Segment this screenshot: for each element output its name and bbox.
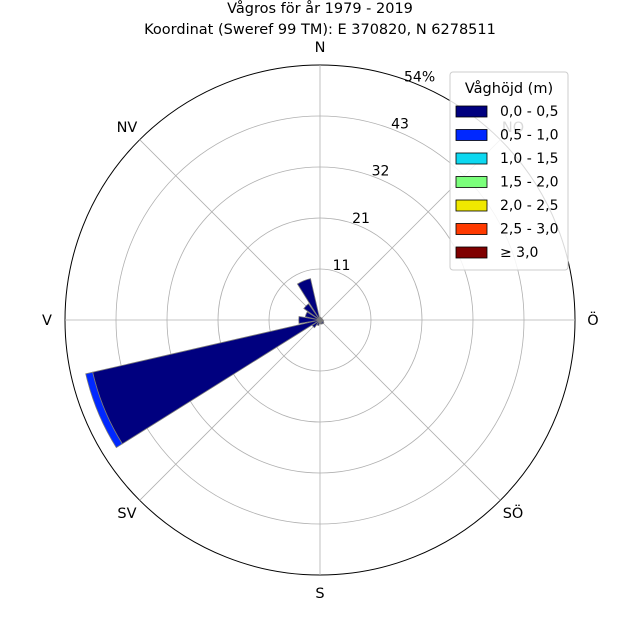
grid-spoke <box>139 139 321 321</box>
sector-bar <box>311 319 321 329</box>
legend: Våghöjd (m) 0,0 - 0,5 0,5 - 1,0 1,0 - 1,5 1… <box>449 71 569 271</box>
sector-bar <box>303 303 321 321</box>
legend-label: 2,0 - 2,5 <box>500 198 558 214</box>
sector-bar <box>304 311 321 321</box>
radial-tick-label: 21 <box>352 211 370 227</box>
sector-bar <box>296 278 321 321</box>
legend-swatch <box>455 246 488 259</box>
radial-tick-labels: 11 21 32 43 54% <box>333 69 436 273</box>
legend-swatch <box>455 129 488 141</box>
legend-title: Våghöjd (m) <box>465 80 553 97</box>
direction-label: Ö <box>587 311 598 329</box>
legend-label: ≥ 3,0 <box>500 245 538 261</box>
direction-label: SV <box>117 506 136 522</box>
sector-bar <box>92 319 321 445</box>
legend-swatch <box>455 199 488 212</box>
direction-label: V <box>42 313 52 329</box>
radial-tick-label: 54% <box>404 69 435 85</box>
direction-label: S <box>315 586 324 602</box>
legend-swatch <box>455 176 488 188</box>
direction-label: NV <box>117 120 138 136</box>
sector-bar <box>298 316 321 324</box>
radial-tick-label: 43 <box>391 117 409 133</box>
legend-label: 1,0 - 1,5 <box>500 151 558 167</box>
sector-bar <box>85 371 123 449</box>
grid-spoke <box>139 319 321 501</box>
rose-sectors <box>85 278 325 449</box>
legend-label: 1,5 - 2,0 <box>500 175 558 191</box>
polar-grid <box>64 64 576 576</box>
grid-spoke <box>319 319 501 501</box>
direction-label: SÖ <box>503 504 524 522</box>
legend-label: 0,0 - 0,5 <box>500 104 558 120</box>
legend-label: 0,5 - 1,0 <box>500 128 558 144</box>
legend-label: 2,5 - 3,0 <box>500 222 558 238</box>
legend-swatch <box>455 152 488 165</box>
legend-entries: 0,0 - 0,5 0,5 - 1,0 1,0 - 1,5 1,5 - 2,0 2,0 … <box>455 104 558 261</box>
chart-subtitle: Koordinat (Sweref 99 TM): E 370820, N 62… <box>144 22 496 38</box>
legend-swatch <box>455 223 488 235</box>
legend-frame <box>449 71 569 271</box>
legend-swatch <box>455 105 488 118</box>
radial-tick-label: 11 <box>333 258 351 274</box>
radial-tick-label: 32 <box>372 164 390 180</box>
chart-title: Vågros för år 1979 - 2019 <box>227 0 413 17</box>
direction-label: N <box>315 40 326 56</box>
